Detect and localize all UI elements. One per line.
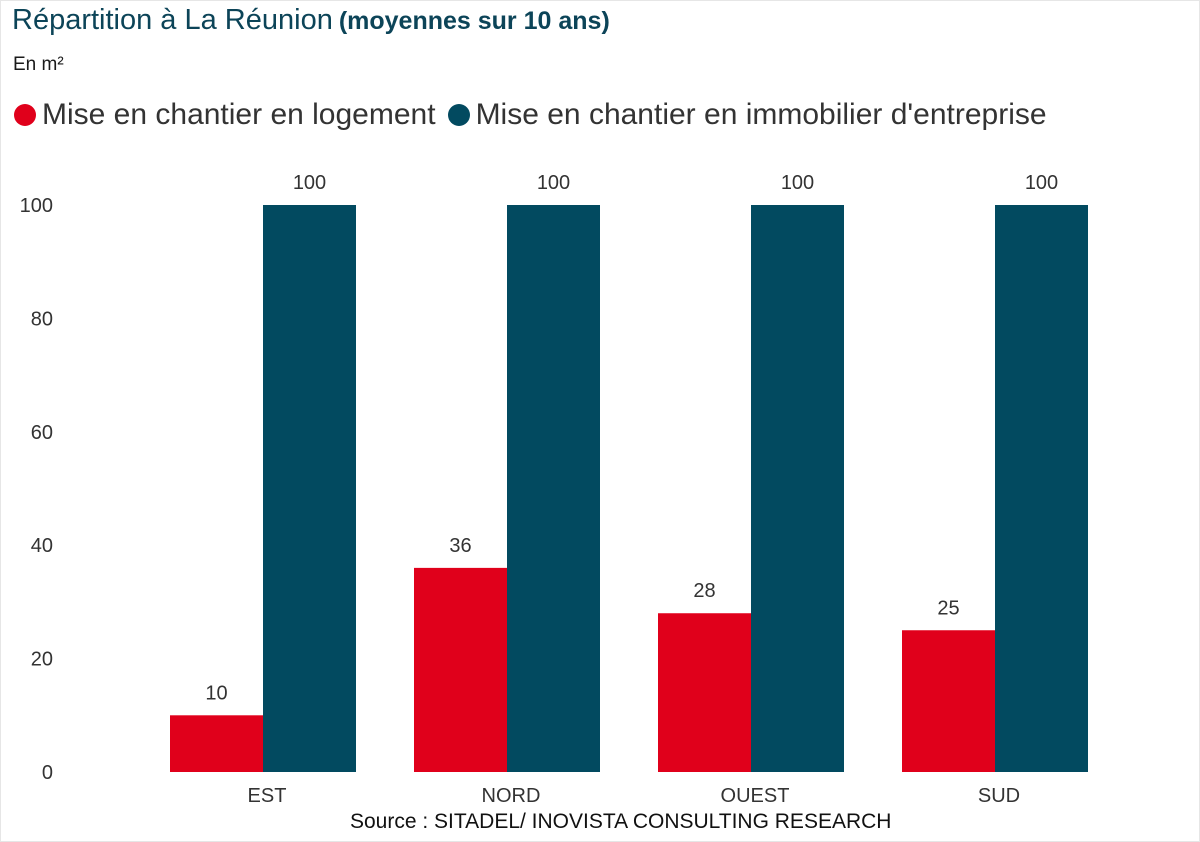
x-tick-label: NORD [482,785,541,807]
legend-swatch-logement [14,104,36,126]
y-tick-label: 100 [20,195,53,217]
y-tick-label: 20 [31,649,53,671]
bar-sud-entreprise [995,205,1088,772]
data-label: 36 [449,535,471,557]
data-label: 10 [205,682,227,704]
data-label: 100 [1025,172,1058,194]
data-label: 100 [293,172,326,194]
bar-sud-logement [902,630,995,772]
chart-subtitle: (moyennes sur 10 ans) [338,7,610,35]
data-label: 25 [937,597,959,619]
legend-item-logement: Mise en chantier en logement [14,98,436,132]
bar-ouest-entreprise [751,205,844,772]
y-tick-label: 0 [42,762,53,784]
data-label: 28 [693,580,715,602]
source-note: Source : SITADEL/ INOVISTA CONSULTING RE… [350,810,892,833]
bar-est-logement [170,715,263,772]
y-tick-label: 40 [31,535,53,557]
legend-label-logement: Mise en chantier en logement [42,98,436,131]
x-tick-label: EST [248,785,287,807]
data-label: 100 [537,172,570,194]
bar-est-entreprise [263,205,356,772]
legend-item-entreprise: Mise en chantier en immobilier d'entrepr… [447,98,1047,132]
legend-swatch-entreprise [447,104,470,126]
chart-title-main: Répartition à La Réunion [12,4,333,36]
unit-label: En m² [13,54,64,75]
chart-title: Répartition à La Réunion (moyennes sur 10… [12,4,610,37]
data-label: 100 [781,172,814,194]
y-tick-label: 80 [31,308,53,330]
y-tick-label: 60 [31,422,53,444]
legend: Mise en chantier en logement Mise en cha… [14,98,1047,132]
x-tick-label: SUD [978,785,1020,807]
x-tick-label: OUEST [721,785,790,807]
legend-label-entreprise: Mise en chantier en immobilier d'entrepr… [475,98,1047,131]
bar-ouest-logement [658,613,751,772]
bar-nord-logement [414,567,507,772]
bar-nord-entreprise [507,205,600,772]
